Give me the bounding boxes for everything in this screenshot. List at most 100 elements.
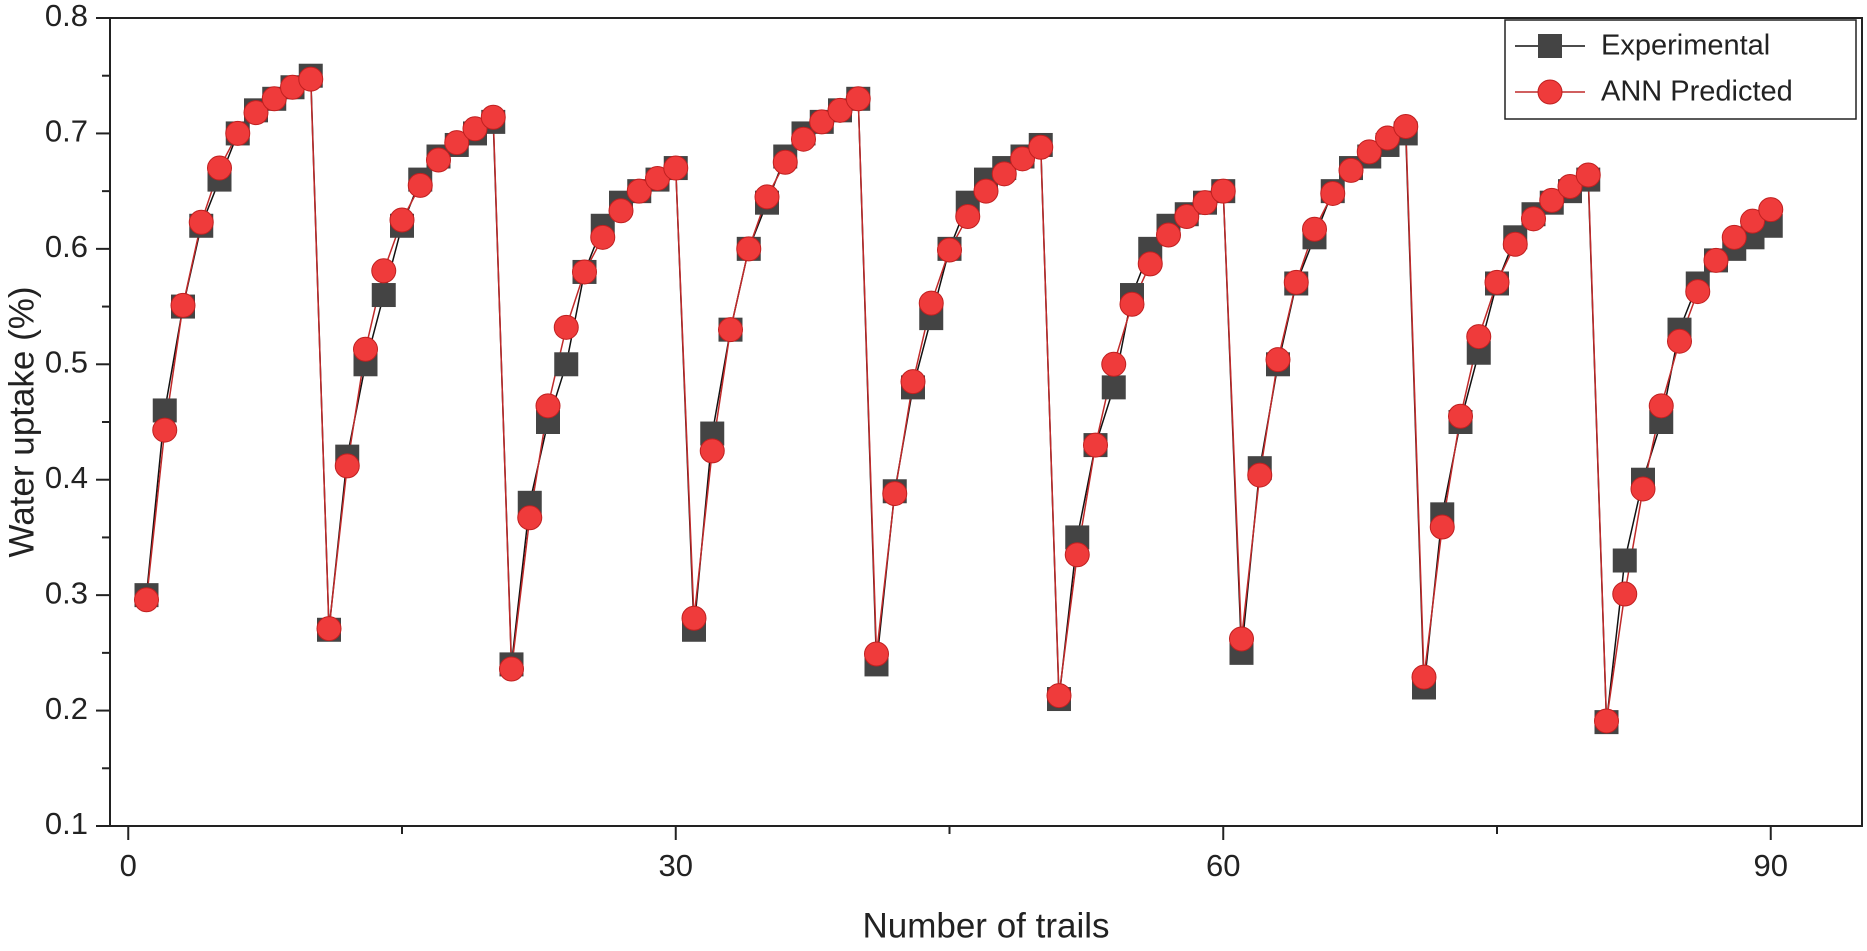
- data-point: [1740, 208, 1765, 234]
- data-point: [918, 290, 944, 316]
- data-point: [699, 438, 725, 464]
- data-point: [298, 66, 324, 92]
- data-point: [1265, 347, 1291, 373]
- data-point: [371, 258, 397, 284]
- data-point: [1575, 162, 1601, 188]
- data-point: [316, 616, 342, 642]
- y-tick-label: 0.4: [45, 460, 88, 495]
- data-point: [864, 641, 889, 667]
- data-point: [1411, 664, 1437, 690]
- x-tick-label: 60: [1206, 848, 1240, 883]
- data-point: [1667, 328, 1692, 354]
- legend-label: Experimental: [1601, 30, 1770, 62]
- data-point: [134, 587, 159, 613]
- data-point: [1521, 206, 1546, 232]
- data-point: [243, 100, 269, 126]
- data-point: [1302, 216, 1327, 242]
- data-point: [572, 259, 597, 285]
- data-point: [499, 656, 524, 682]
- data-point: [1247, 462, 1273, 488]
- data-point: [791, 126, 816, 152]
- data-point: [188, 209, 214, 235]
- data-point: [681, 605, 707, 631]
- data-point: [1210, 178, 1236, 204]
- data-point: [1539, 187, 1565, 213]
- data-point: [371, 283, 396, 308]
- data-point: [1685, 279, 1711, 305]
- data-point: [1101, 375, 1126, 400]
- data-point: [663, 155, 689, 181]
- data-point: [353, 336, 378, 362]
- x-tick-label: 0: [120, 848, 137, 883]
- legend-marker: [1538, 34, 1562, 58]
- series-line: [145, 78, 1772, 722]
- data-point: [937, 237, 962, 263]
- data-point: [1557, 174, 1583, 200]
- data-point: [1703, 247, 1729, 273]
- y-tick-label: 0.2: [45, 691, 88, 726]
- data-point: [754, 184, 780, 210]
- data-point: [1192, 190, 1218, 216]
- data-point: [1064, 542, 1090, 568]
- data-point: [900, 369, 926, 395]
- data-point: [882, 481, 908, 507]
- data-point: [1338, 157, 1364, 183]
- data-point: [1375, 125, 1400, 151]
- data-point: [1137, 251, 1163, 277]
- data-point: [1229, 626, 1254, 652]
- data-point: [590, 224, 616, 250]
- data-point: [1046, 683, 1072, 709]
- data-point: [407, 172, 433, 198]
- data-point: [955, 204, 981, 230]
- data-point: [991, 161, 1017, 187]
- data-point: [772, 149, 798, 175]
- x-tick-label: 90: [1754, 848, 1788, 883]
- data-point: [1174, 204, 1200, 230]
- legend-label: ANN Predicted: [1601, 76, 1793, 108]
- data-point: [225, 120, 251, 146]
- data-point: [207, 155, 232, 181]
- data-point: [1101, 351, 1127, 377]
- data-point: [462, 116, 488, 142]
- data-point: [1028, 134, 1054, 160]
- data-point: [480, 104, 506, 130]
- data-point: [1630, 476, 1656, 502]
- y-tick-label: 0.1: [45, 806, 88, 841]
- x-axis-title: Number of trails: [862, 906, 1109, 945]
- data-point: [517, 505, 543, 531]
- legend-marker: [1537, 79, 1563, 105]
- data-point: [444, 130, 470, 156]
- data-point: [261, 86, 287, 112]
- data-point: [334, 453, 360, 479]
- data-point: [170, 292, 196, 318]
- data-point: [1083, 432, 1108, 458]
- data-point: [827, 97, 853, 123]
- data-point: [426, 147, 451, 173]
- data-point: [608, 198, 634, 224]
- plot-frame: [109, 17, 1863, 827]
- data-point: [1156, 222, 1181, 248]
- data-point: [1356, 139, 1382, 165]
- data-point: [535, 393, 561, 419]
- data-point: [973, 178, 999, 204]
- y-tick-label: 0.3: [45, 575, 88, 610]
- data-point: [1448, 403, 1473, 429]
- data-point: [1010, 146, 1035, 172]
- y-tick-label: 0.7: [45, 114, 88, 149]
- y-axis-title: Water uptake (%): [2, 286, 41, 557]
- y-tick-label: 0.8: [45, 0, 88, 33]
- data-point: [1758, 197, 1784, 223]
- data-point: [1119, 291, 1145, 317]
- data-point: [1484, 269, 1510, 295]
- data-point: [389, 207, 415, 233]
- data-point: [1429, 514, 1455, 540]
- data-point: [1612, 581, 1638, 607]
- data-point: [1721, 224, 1747, 250]
- x-tick-label: 30: [659, 848, 693, 883]
- data-point: [626, 178, 652, 204]
- data-point: [553, 314, 579, 340]
- data-point: [152, 417, 178, 443]
- data-point: [845, 86, 871, 112]
- data-point: [1283, 269, 1309, 295]
- data-point: [1594, 708, 1619, 734]
